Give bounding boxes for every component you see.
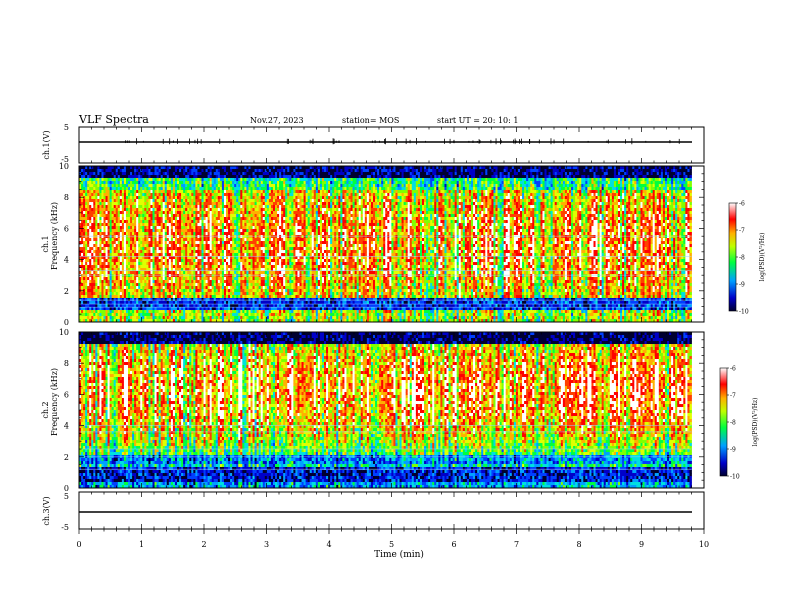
- y-tick-label: 8: [64, 359, 69, 368]
- y-tick-label: 2: [64, 287, 69, 296]
- y-tick-label: 10: [59, 162, 69, 171]
- header-station: station= MOS: [342, 116, 399, 125]
- x-tick-label: 6: [451, 540, 456, 549]
- colorbar-tick-label: -9: [739, 282, 745, 289]
- colorbar-tick-label: -6: [739, 201, 745, 208]
- y-tick-label: 2: [64, 453, 69, 462]
- ch1-waveform-spikes: [126, 138, 680, 144]
- ch1-colorbar-label: log(PSD)(V²/Hz): [759, 233, 766, 282]
- colorbar-tick-label: -10: [739, 309, 749, 316]
- ch2-spectrogram-image: [79, 332, 704, 488]
- ch1-colorbar-ticks: -6 -7 -8 -9 -10: [736, 201, 749, 316]
- x-tick-label: 10: [699, 540, 709, 549]
- spectrogram-column: [689, 166, 691, 322]
- ch1-waveform-frame: [79, 127, 704, 163]
- x-tick-label: 5: [389, 540, 394, 549]
- x-tick-label: 1: [139, 540, 144, 549]
- header-start-ut: start UT = 20: 10: 1: [437, 116, 518, 125]
- colorbar-tick-label: -10: [730, 474, 740, 481]
- x-tick-label: 4: [326, 540, 331, 549]
- colorbar-tick-label: -8: [739, 255, 745, 262]
- ch2-colorbar: -6 -7 -8 -9 -10 log(PSD)(V²/Hz): [720, 366, 759, 481]
- colorbar-tick-label: -6: [730, 366, 736, 373]
- ch1-spectrogram-panel: 0 2 4 6 8 10 ch.1 Frequency (kHz): [41, 162, 704, 327]
- y-tick-label: 8: [64, 193, 69, 202]
- y-tick-label: 0: [64, 318, 69, 327]
- ch3-ytick-top: 5: [64, 492, 69, 501]
- time-axis-tick-labels: 0 1 2 3 4 5 6 7 8 9 10: [76, 540, 709, 549]
- time-axis-label: Time (min): [374, 549, 424, 560]
- colorbar-tick-label: -7: [739, 228, 745, 235]
- y-tick-label: 10: [59, 328, 69, 337]
- y-tick-label: 4: [64, 256, 69, 265]
- ch2-spec-ylabel-freq: Frequency (kHz): [50, 368, 59, 436]
- ch1-colorbar: -6 -7 -8 -9 -10 log(PSD)(V²/Hz): [729, 201, 766, 316]
- ch3-waveform-ylabel: ch.3(V): [42, 496, 51, 525]
- figure-title: VLF Spectra: [78, 113, 149, 126]
- y-tick-label: 6: [64, 224, 69, 233]
- ch1-spectrogram-image: [79, 166, 704, 322]
- ch2-colorbar-gradient: [720, 368, 727, 476]
- x-tick-label: 9: [639, 540, 644, 549]
- spectrogram-column: [689, 332, 691, 488]
- x-tick-label: 2: [201, 540, 206, 549]
- colorbar-tick-label: -8: [730, 420, 736, 427]
- x-tick-label: 8: [576, 540, 581, 549]
- ch1-colorbar-gradient: [729, 203, 736, 311]
- ch2-spec-ylabel-ch: ch.2: [41, 401, 50, 418]
- x-tick-label: 0: [76, 540, 81, 549]
- ch1-spec-ylabel-freq: Frequency (kHz): [50, 202, 59, 270]
- ch2-colorbar-ticks: -6 -7 -8 -9 -10: [727, 366, 740, 481]
- ch1-spec-ylabel-ch: ch.1: [41, 235, 50, 252]
- colorbar-tick-label: -9: [730, 447, 736, 454]
- ch1-waveform-ylabel: ch.1(V): [42, 130, 51, 159]
- header-date: Nov.27, 2023: [250, 116, 304, 125]
- colorbar-tick-label: -7: [730, 393, 736, 400]
- x-tick-label: 3: [264, 540, 269, 549]
- ch3-waveform-frame: [79, 492, 704, 529]
- y-tick-label: 6: [64, 390, 69, 399]
- x-tick-label: 7: [514, 540, 519, 549]
- ch2-colorbar-label: log(PSD)(V²/Hz): [752, 398, 759, 447]
- y-tick-label: 4: [64, 422, 69, 431]
- ch3-ytick-bottom: -5: [61, 523, 69, 532]
- ch1-ytick-top: 5: [64, 123, 69, 132]
- vlf-figure: VLF Spectra Nov.27, 2023 station= MOS st…: [0, 0, 792, 612]
